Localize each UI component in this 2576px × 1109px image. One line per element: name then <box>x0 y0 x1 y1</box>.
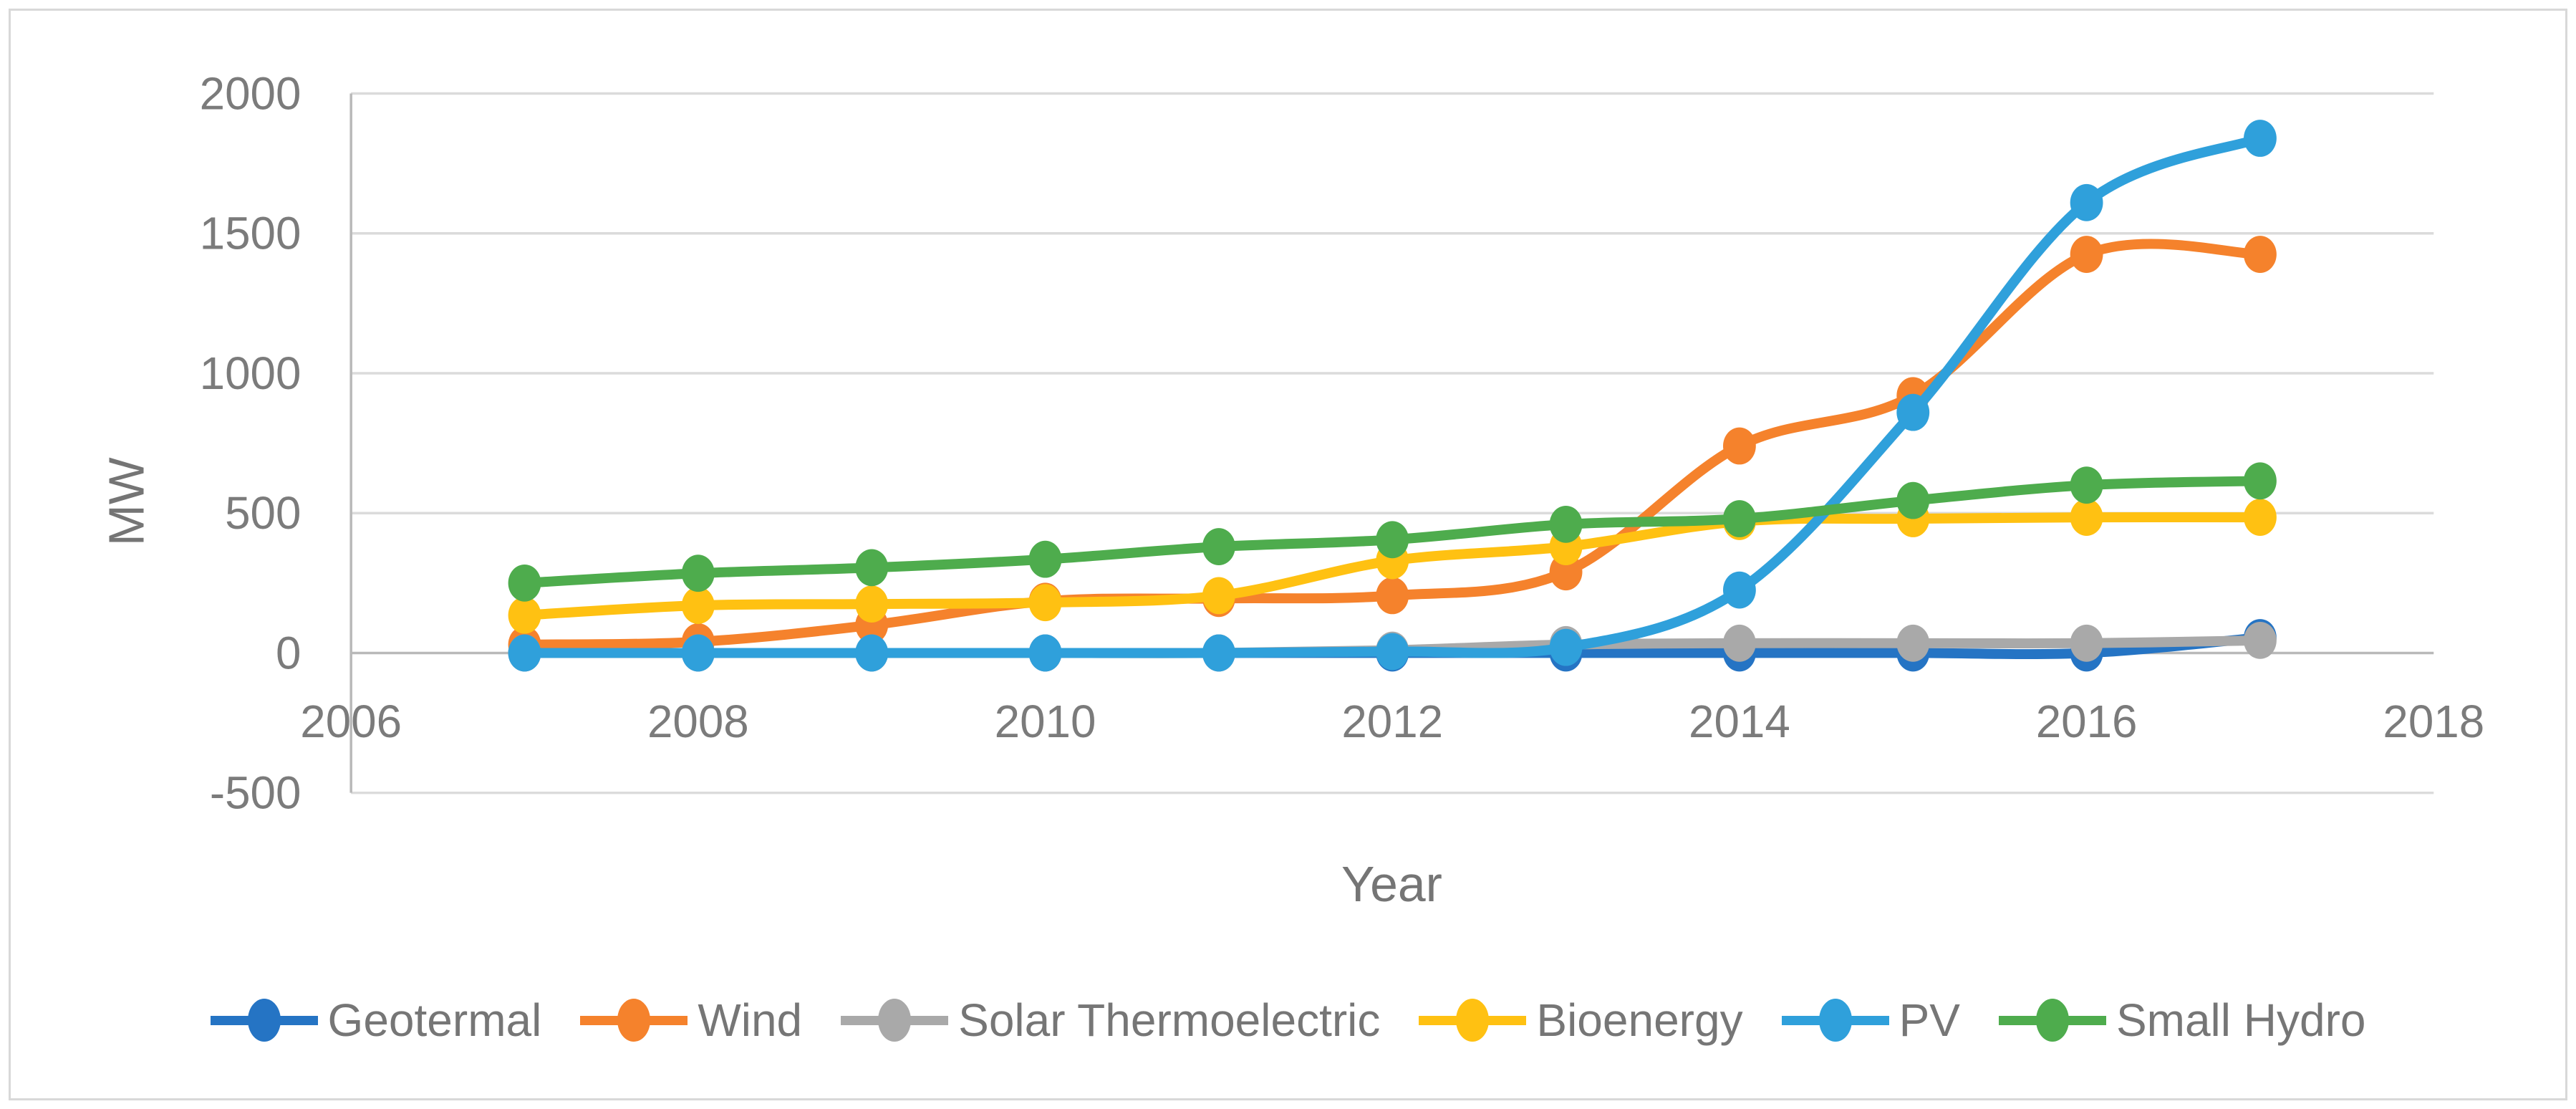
x-tick-label: 2014 <box>1689 696 1790 747</box>
data-point-pv <box>1549 628 1583 666</box>
data-point-wind <box>2070 236 2103 273</box>
legend-item-wind: Wind <box>580 994 802 1047</box>
y-tick-label: 0 <box>276 627 301 678</box>
data-point-small-hydro <box>2244 462 2277 500</box>
data-point-wind <box>2244 236 2277 273</box>
data-point-small-hydro <box>681 554 715 592</box>
data-point-pv <box>681 634 715 672</box>
legend-dot <box>247 999 281 1042</box>
data-point-small-hydro <box>1376 521 1409 559</box>
series-lines <box>508 120 2277 672</box>
data-point-bioenergy <box>2070 499 2103 536</box>
x-tick-label: 2006 <box>300 696 402 747</box>
figure-frame: -500 0 500 1000 1500 2000 2006 2008 2010 2012 201… <box>9 9 2567 1100</box>
legend-label: Wind <box>698 994 803 1046</box>
series-line-pv <box>519 133 2265 658</box>
series-markers-wind <box>508 236 2277 663</box>
data-point-pv <box>2244 120 2277 157</box>
data-point-bioenergy <box>1028 584 1062 622</box>
data-point-small-hydro <box>855 549 889 587</box>
legend-item-bioenergy: Bioenergy <box>1419 994 1743 1047</box>
legend-label: Geotermal <box>327 994 542 1046</box>
axis-lines <box>349 93 2434 793</box>
x-tick-labels: 2006 2008 2010 2012 2014 2016 2018 <box>300 696 2484 747</box>
x-axis-title: Year <box>1341 856 1442 912</box>
data-point-pv <box>1028 634 1062 672</box>
x-tick-label: 2012 <box>1341 696 1443 747</box>
data-point-small-hydro <box>1722 500 1756 537</box>
y-tick-label: -500 <box>210 767 302 819</box>
data-point-solar-thermoelectric <box>1896 624 1930 662</box>
legend-dot <box>1456 999 1490 1042</box>
data-point-solar-thermoelectric <box>2244 621 2277 659</box>
legend-marker-icon <box>1998 997 2106 1043</box>
data-point-bioenergy <box>2244 499 2277 536</box>
legend-dot <box>2035 999 2069 1042</box>
legend-marker-icon <box>580 997 688 1043</box>
series-markers-small-hydro <box>508 462 2277 602</box>
legend: Geotermal Wind Solar Thermoelectric Bioener… <box>11 994 2565 1047</box>
data-point-solar-thermoelectric <box>2070 624 2103 662</box>
data-point-small-hydro <box>2070 466 2103 504</box>
legend-marker-icon <box>1781 997 1889 1043</box>
y-axis-title: MW <box>98 457 154 546</box>
x-tick-label: 2016 <box>2036 696 2138 747</box>
legend-dot <box>617 999 651 1042</box>
data-point-pv <box>855 634 889 672</box>
series-markers-pv <box>508 120 2277 672</box>
data-point-pv <box>1376 633 1409 671</box>
data-point-pv <box>508 634 541 672</box>
data-point-pv <box>1202 634 1235 672</box>
x-tick-label: 2018 <box>2383 696 2484 747</box>
data-point-small-hydro <box>1202 528 1235 565</box>
legend-label: PV <box>1899 994 1960 1046</box>
data-point-bioenergy <box>1202 577 1235 615</box>
legend-item-pv: PV <box>1781 994 1960 1047</box>
legend-item-small-hydro: Small Hydro <box>1998 994 2366 1047</box>
legend-dot <box>1818 999 1852 1042</box>
data-point-bioenergy <box>508 596 541 634</box>
data-point-pv <box>2070 183 2103 221</box>
data-point-solar-thermoelectric <box>1722 624 1756 662</box>
legend-marker-icon <box>210 997 318 1043</box>
data-point-small-hydro <box>508 564 541 602</box>
data-point-bioenergy <box>681 587 715 624</box>
legend-marker-icon <box>841 997 949 1043</box>
legend-item-solar-thermoelectric: Solar Thermoelectric <box>841 994 1380 1047</box>
legend-marker-icon <box>1419 997 1527 1043</box>
data-point-small-hydro <box>1028 540 1062 578</box>
x-tick-label: 2008 <box>647 696 749 747</box>
y-tick-label: 1000 <box>200 347 302 399</box>
gridlines <box>351 92 2434 794</box>
x-tick-label: 2010 <box>995 696 1096 747</box>
legend-label: Bioenergy <box>1536 994 1743 1046</box>
legend-label: Solar Thermoelectric <box>958 994 1381 1046</box>
data-point-wind <box>1376 577 1409 615</box>
data-point-pv <box>1896 393 1930 431</box>
data-point-small-hydro <box>1896 481 1930 519</box>
y-tick-label: 1500 <box>200 208 302 259</box>
chart-svg: -500 0 500 1000 1500 2000 2006 2008 2010 2012 201… <box>98 67 2484 912</box>
data-point-pv <box>1722 571 1756 609</box>
y-tick-label: 500 <box>225 487 301 539</box>
data-point-bioenergy <box>855 585 889 623</box>
legend-dot <box>878 999 912 1042</box>
legend-item-geotermal: Geotermal <box>210 994 542 1047</box>
data-point-wind <box>1722 427 1756 465</box>
y-tick-label: 2000 <box>200 67 302 119</box>
data-point-small-hydro <box>1549 505 1583 543</box>
legend-label: Small Hydro <box>2116 994 2366 1046</box>
y-tick-labels: -500 0 500 1000 1500 2000 <box>200 67 302 818</box>
